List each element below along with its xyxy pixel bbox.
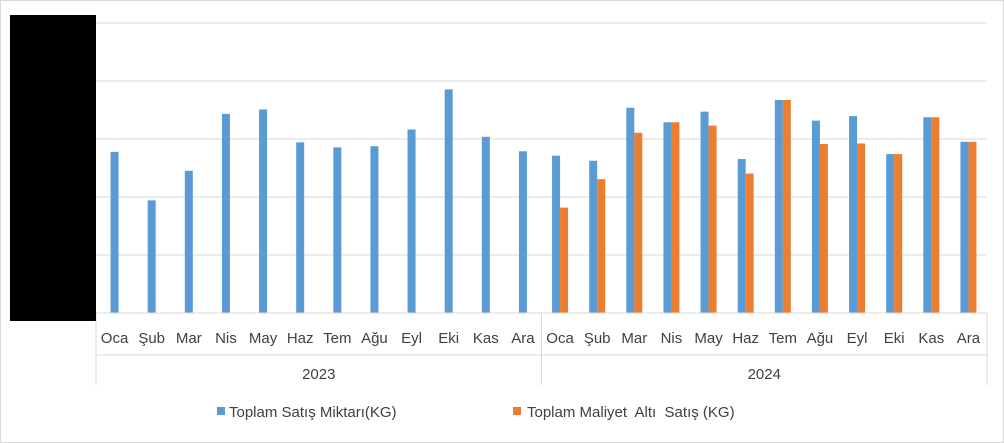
tick-label-2024-Tem: Tem <box>769 330 797 347</box>
tick-label-2023-Tem: Tem <box>323 330 351 347</box>
bar-below-cost-2024-Eki <box>894 154 903 313</box>
legend-label-sales: Toplam Satış Miktarı(KG) <box>229 404 397 421</box>
bar-below-cost-2024-Şub <box>597 179 606 313</box>
tick-label-2023-Kas: Kas <box>473 330 499 347</box>
tick-label-2024-Şub: Şub <box>584 330 611 347</box>
tick-label-2024-Ara: Ara <box>957 330 981 347</box>
bar-sales-2024-Mar <box>626 107 635 314</box>
tick-label-2023-Ağu: Ağu <box>361 330 388 347</box>
tick-label-2024-Haz: Haz <box>732 330 759 347</box>
bar-sales-2024-Oca <box>552 155 561 313</box>
bar-below-cost-2024-Ağu <box>819 144 828 313</box>
group-label-2023: 2023 <box>302 366 335 383</box>
bar-below-cost-2024-Tem <box>782 99 791 313</box>
bar-sales-2023-Ara <box>518 151 527 313</box>
tick-label-2023-Şub: Şub <box>138 330 165 347</box>
bar-below-cost-2024-Mar <box>634 132 643 313</box>
tick-label-2024-Nis: Nis <box>661 330 683 347</box>
legend: Toplam Satış Miktarı(KG) Toplam Maliyet … <box>217 404 735 421</box>
redaction-block <box>10 15 96 321</box>
bar-sales-2024-Şub <box>589 160 598 313</box>
tick-label-2024-Kas: Kas <box>918 330 944 347</box>
tick-label-2023-Eyl: Eyl <box>401 330 422 347</box>
group-label-2024: 2024 <box>748 366 781 383</box>
bar-sales-2023-Şub <box>147 200 156 313</box>
tick-label-2023-Haz: Haz <box>287 330 314 347</box>
bar-sales-2023-Oca <box>110 151 119 313</box>
bar-sales-2023-Haz <box>296 142 305 313</box>
bar-sales-2024-Ara <box>960 141 969 313</box>
tick-label-2023-Ara: Ara <box>511 330 535 347</box>
tick-label-2023-Nis: Nis <box>215 330 237 347</box>
bar-sales-2024-Haz <box>737 159 746 313</box>
legend-label-below-cost: Toplam Maliyet Altı Satış (KG) <box>527 404 735 421</box>
bar-sales-2023-Eyl <box>407 129 416 313</box>
bar-sales-2023-Tem <box>333 147 342 313</box>
bar-below-cost-2024-Oca <box>560 207 569 313</box>
bar-below-cost-2024-Ara <box>968 141 977 313</box>
bar-sales-2024-Ağu <box>811 120 820 313</box>
tick-label-2024-Oca: Oca <box>546 330 574 347</box>
tick-label-2024-Eyl: Eyl <box>847 330 868 347</box>
bar-below-cost-2024-May <box>708 125 717 313</box>
bar-sales-2023-Kas <box>481 136 490 313</box>
bar-sales-2024-Nis <box>663 122 672 314</box>
legend-swatch-below-cost <box>513 407 521 415</box>
tick-label-2023-Mar: Mar <box>176 330 202 347</box>
bar-sales-2024-May <box>700 111 709 313</box>
tick-label-2024-Eki: Eki <box>884 330 905 347</box>
tick-label-2023-Eki: Eki <box>438 330 459 347</box>
tick-label-2023-May: May <box>249 330 278 347</box>
bar-below-cost-2024-Haz <box>745 173 754 313</box>
bar-sales-2023-Mar <box>184 170 193 313</box>
bar-sales-2024-Eyl <box>849 116 858 313</box>
bar-sales-2024-Eki <box>886 154 895 313</box>
gridlines <box>96 22 987 256</box>
tick-label-2024-Ağu: Ağu <box>807 330 834 347</box>
legend-swatch-sales <box>217 407 225 415</box>
bars <box>110 89 977 314</box>
bar-below-cost-2024-Eyl <box>857 143 866 313</box>
bar-sales-2023-Nis <box>221 113 230 314</box>
bar-sales-2024-Kas <box>923 117 932 313</box>
bar-sales-2023-May <box>259 109 268 313</box>
bar-sales-2024-Tem <box>774 99 783 313</box>
x-axis: 2023 2024 Oca Şub Mar Nis May Haz Tem Ağu Eyl Eki Ka… <box>95 312 988 385</box>
bar-below-cost-2024-Nis <box>671 122 680 314</box>
bar-sales-2023-Ağu <box>370 146 379 313</box>
tick-label-2024-May: May <box>694 330 723 347</box>
tick-label-2024-Mar: Mar <box>621 330 647 347</box>
bar-below-cost-2024-Kas <box>931 117 940 313</box>
tick-label-2023-Oca: Oca <box>101 330 129 347</box>
bar-sales-2023-Eki <box>444 89 453 313</box>
